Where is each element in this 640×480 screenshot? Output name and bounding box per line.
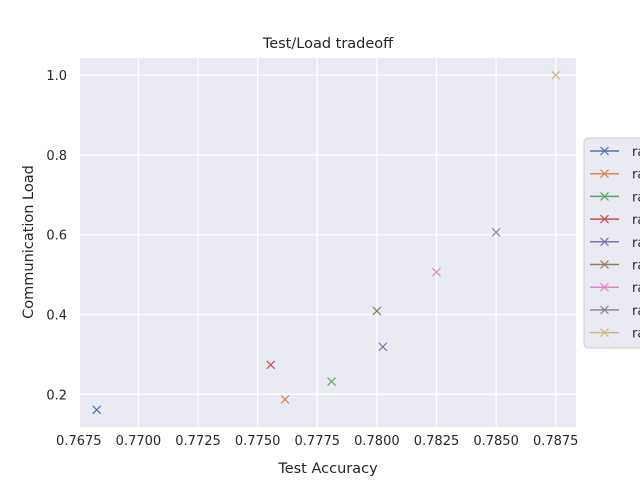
data-point bbox=[432, 267, 441, 277]
legend-label: ra bbox=[632, 145, 640, 160]
data-points bbox=[92, 70, 561, 415]
data-point bbox=[491, 227, 501, 237]
grid-lines bbox=[78, 58, 576, 427]
y-tick-label: 0.2 bbox=[46, 388, 67, 403]
x-tick-label: 0.7775 bbox=[295, 434, 341, 449]
x-axis-label: Test Accuracy bbox=[277, 461, 378, 477]
legend-item: ra bbox=[590, 145, 640, 160]
data-point bbox=[378, 342, 388, 352]
y-tick-label: 0.4 bbox=[46, 309, 67, 324]
data-point bbox=[92, 405, 102, 415]
legend-label: ra bbox=[632, 213, 640, 228]
chart-title: Test/Load tradeoff bbox=[262, 36, 394, 52]
legend-item: ra bbox=[590, 327, 640, 342]
legend-box bbox=[583, 137, 640, 349]
y-tick-label: 1.0 bbox=[46, 69, 67, 84]
legend-item: ra bbox=[590, 190, 640, 205]
x-tick-label: 0.7800 bbox=[354, 434, 400, 449]
legend-item: ra bbox=[590, 213, 640, 228]
legend-label: ra bbox=[632, 236, 640, 251]
legend-label: ra bbox=[632, 327, 640, 342]
legend-item: ra bbox=[590, 259, 640, 274]
x-tick-label: 0.7875 bbox=[533, 434, 579, 449]
legend: ra ra ra ra ra ra ra ra ra bbox=[583, 137, 640, 349]
x-tick-label: 0.7850 bbox=[473, 434, 519, 449]
data-point bbox=[372, 306, 382, 316]
plot-background bbox=[80, 58, 576, 427]
data-point bbox=[280, 395, 290, 404]
y-tick-label: 0.8 bbox=[46, 149, 67, 164]
y-axis-label: Communication Load bbox=[21, 165, 37, 319]
legend-label: ra bbox=[632, 259, 640, 274]
x-tick-labels: 0.7675 0.7700 0.7725 0.7750 0.7775 0.7800 0.78… bbox=[56, 434, 578, 449]
legend-item: ra bbox=[590, 168, 640, 183]
legend-label: ra bbox=[632, 281, 640, 296]
legend-label: ra bbox=[632, 168, 640, 183]
x-tick-label: 0.7825 bbox=[414, 434, 460, 449]
legend-label: ra bbox=[632, 304, 640, 319]
y-tick-label: 0.6 bbox=[46, 229, 67, 244]
legend-item: ra bbox=[590, 304, 640, 319]
data-point bbox=[327, 377, 337, 386]
legend-item: ra bbox=[590, 236, 640, 251]
x-tick-label: 0.7750 bbox=[235, 434, 281, 449]
x-tick-label: 0.7700 bbox=[116, 434, 162, 449]
data-point bbox=[266, 360, 276, 370]
legend-label: ra bbox=[632, 190, 640, 205]
legend-item: ra bbox=[590, 281, 640, 296]
x-tick-label: 0.7725 bbox=[175, 434, 221, 449]
x-tick-label: 0.7675 bbox=[56, 434, 102, 449]
data-point bbox=[551, 70, 561, 80]
y-tick-labels: 0.2 0.4 0.6 0.8 1.0 bbox=[46, 69, 67, 403]
